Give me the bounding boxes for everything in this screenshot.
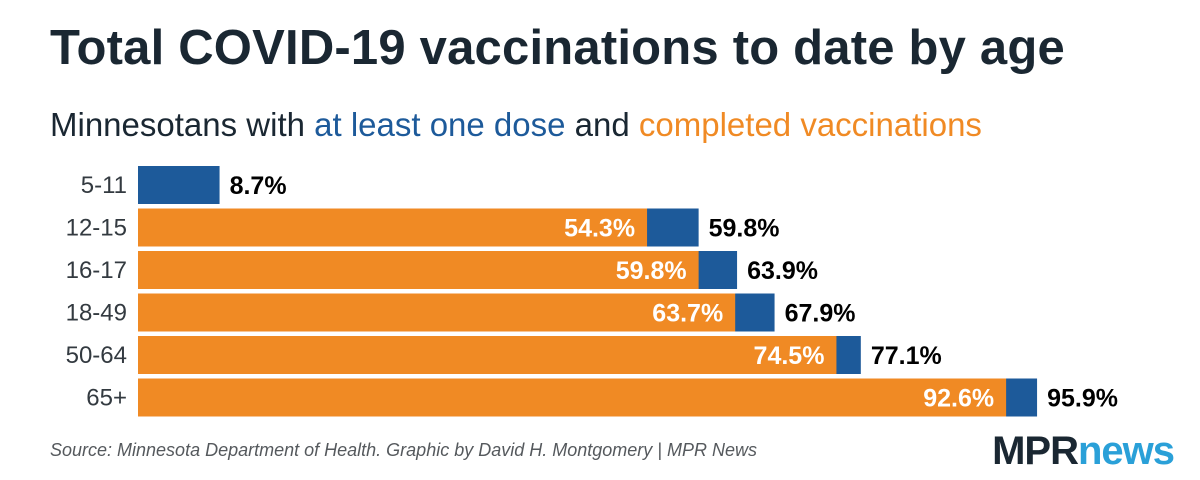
data-label-at-least-one-dose: 63.9% [747, 257, 818, 285]
logo-mpr: MPR [992, 429, 1079, 473]
data-label-completed: 92.6% [923, 385, 994, 413]
y-tick-label: 65+ [86, 385, 127, 412]
chart-subtitle: Minnesotans with at least one dose and c… [50, 106, 982, 144]
y-tick-label: 12-15 [66, 215, 127, 242]
data-label-at-least-one-dose: 59.8% [709, 215, 780, 243]
bar-completed-vaccinations [138, 251, 699, 289]
bar-at-least-one-dose [138, 166, 220, 204]
logo-news: news [1077, 429, 1175, 473]
y-tick-label: 18-49 [66, 300, 127, 327]
y-tick-label: 16-17 [66, 257, 127, 284]
data-label-completed: 59.8% [616, 257, 687, 285]
data-label-at-least-one-dose: 77.1% [871, 342, 942, 370]
y-tick-label: 50-64 [66, 342, 127, 369]
bar-completed-vaccinations [138, 293, 736, 332]
legend-at-least-one-dose: at least one dose [314, 106, 566, 143]
data-label-at-least-one-dose: 95.9% [1047, 385, 1118, 413]
mpr-news-logo: MPRnews [992, 427, 1175, 475]
source-note: Source: Minnesota Department of Health. … [50, 440, 757, 460]
chart-title: Total COVID-19 vaccinations to date by a… [50, 21, 1065, 75]
bar-completed-vaccinations [138, 336, 837, 374]
data-label-completed: 63.7% [652, 300, 723, 328]
subtitle-prefix: Minnesotans with [50, 106, 315, 143]
bar-completed-vaccinations [138, 378, 1007, 417]
y-tick-label: 5-11 [81, 172, 127, 199]
bar-completed-vaccinations [138, 208, 648, 247]
data-label-at-least-one-dose: 67.9% [785, 300, 856, 328]
subtitle-middle: and [565, 106, 639, 143]
legend-completed-vaccinations: completed vaccinations [638, 106, 982, 143]
data-label-at-least-one-dose: 8.7% [230, 172, 287, 200]
data-label-completed: 74.5% [754, 342, 825, 370]
data-label-completed: 54.3% [564, 215, 635, 243]
